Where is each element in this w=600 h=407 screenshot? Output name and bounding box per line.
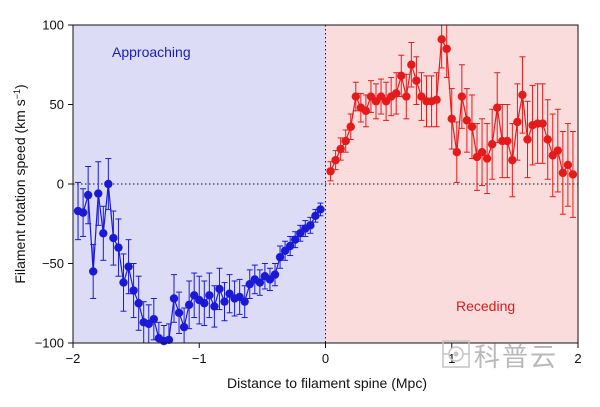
data-point: [200, 299, 209, 308]
region-background-receding: [325, 25, 578, 343]
data-point: [346, 122, 355, 131]
data-point: [538, 119, 547, 128]
y-tick-label: 50: [50, 97, 64, 112]
data-point: [331, 155, 340, 165]
data-point: [553, 146, 562, 155]
watermark-logo-icon: [442, 340, 470, 368]
data-point: [568, 170, 578, 179]
watermark-text: 科普云: [474, 343, 558, 373]
data-point: [205, 291, 214, 300]
data-point: [291, 235, 300, 244]
data-point: [462, 116, 472, 125]
data-point: [402, 92, 411, 101]
data-point: [220, 297, 229, 306]
data-point: [503, 136, 512, 146]
data-point: [407, 60, 416, 69]
data-point: [184, 300, 194, 310]
region-backgrounds: [73, 25, 578, 343]
data-point: [119, 278, 128, 287]
x-tick-label: 0: [322, 351, 329, 366]
region-label-approaching: Approaching: [112, 44, 191, 60]
data-point: [361, 106, 371, 116]
data-point: [452, 148, 461, 157]
data-point: [78, 208, 88, 217]
data-point: [240, 297, 249, 306]
data-point: [129, 286, 138, 295]
data-point: [114, 243, 123, 252]
y-axis-title: Filament rotation speed (km s−1): [12, 84, 28, 283]
data-point: [179, 322, 189, 332]
data-point: [149, 314, 158, 324]
y-tick-label: 100: [42, 18, 64, 33]
data-point: [341, 136, 350, 146]
data-point: [437, 35, 446, 44]
reference-lines: [73, 25, 578, 343]
y-axis-title-close: ): [12, 84, 28, 89]
x-tick-label: 1: [448, 351, 455, 366]
data-point: [94, 189, 103, 198]
data-point: [215, 284, 224, 294]
error-bar: [438, 25, 445, 69]
data-point: [457, 92, 467, 101]
data-point: [174, 308, 184, 317]
data-point: [134, 299, 143, 308]
data-point: [275, 252, 285, 262]
data-point: [392, 89, 401, 98]
data-point: [523, 135, 532, 144]
data-point: [326, 167, 335, 176]
data-point: [397, 71, 406, 81]
data-point: [432, 95, 441, 104]
data-point: [99, 229, 108, 238]
data-point: [306, 221, 315, 230]
watermark: 科普云: [442, 340, 558, 373]
data-point: [477, 148, 487, 157]
data-point: [316, 205, 325, 214]
series-receding: [326, 25, 578, 218]
data-point: [270, 270, 280, 279]
data-point: [482, 154, 492, 163]
data-point: [351, 92, 360, 101]
data-point: [169, 294, 179, 303]
data-point: [164, 335, 174, 345]
data-point: [311, 211, 320, 220]
data-point: [104, 179, 113, 189]
data-point: [543, 135, 552, 144]
data-point: [89, 267, 98, 276]
data-point: [442, 44, 451, 54]
region-label-receding: Receding: [456, 298, 515, 314]
data-point: [255, 278, 265, 287]
data-point: [285, 241, 295, 251]
data-point: [513, 117, 522, 127]
x-tick-label: −1: [192, 351, 207, 366]
data-point: [83, 190, 93, 200]
data-point: [467, 122, 477, 131]
data-point: [210, 302, 219, 311]
series-approaching: [73, 158, 325, 346]
data-point: [518, 90, 527, 100]
y-tick-label: 0: [57, 177, 64, 192]
data-point: [412, 76, 421, 85]
y-axis-title-unit-exponent: −1: [12, 89, 22, 99]
x-axis-title: Distance to filament spine (Mpc): [227, 375, 427, 391]
data-point: [487, 140, 497, 149]
x-tick-label: −2: [66, 351, 81, 366]
data-point: [109, 233, 118, 243]
data-point: [508, 155, 517, 165]
data-series: [73, 25, 578, 346]
data-point: [493, 103, 502, 112]
x-tick-label: 2: [574, 351, 581, 366]
y-tick-label: −50: [42, 256, 64, 271]
y-tick-label: −100: [35, 336, 64, 351]
data-point: [563, 160, 573, 170]
y-axis-title-main: Filament rotation speed (km s: [12, 99, 28, 283]
data-point: [336, 144, 345, 154]
axes: −2 −1 0 1 2 −100 −50 0 50 100: [35, 18, 582, 367]
data-point: [124, 262, 133, 271]
data-point: [447, 114, 456, 124]
data-point: [558, 168, 568, 178]
